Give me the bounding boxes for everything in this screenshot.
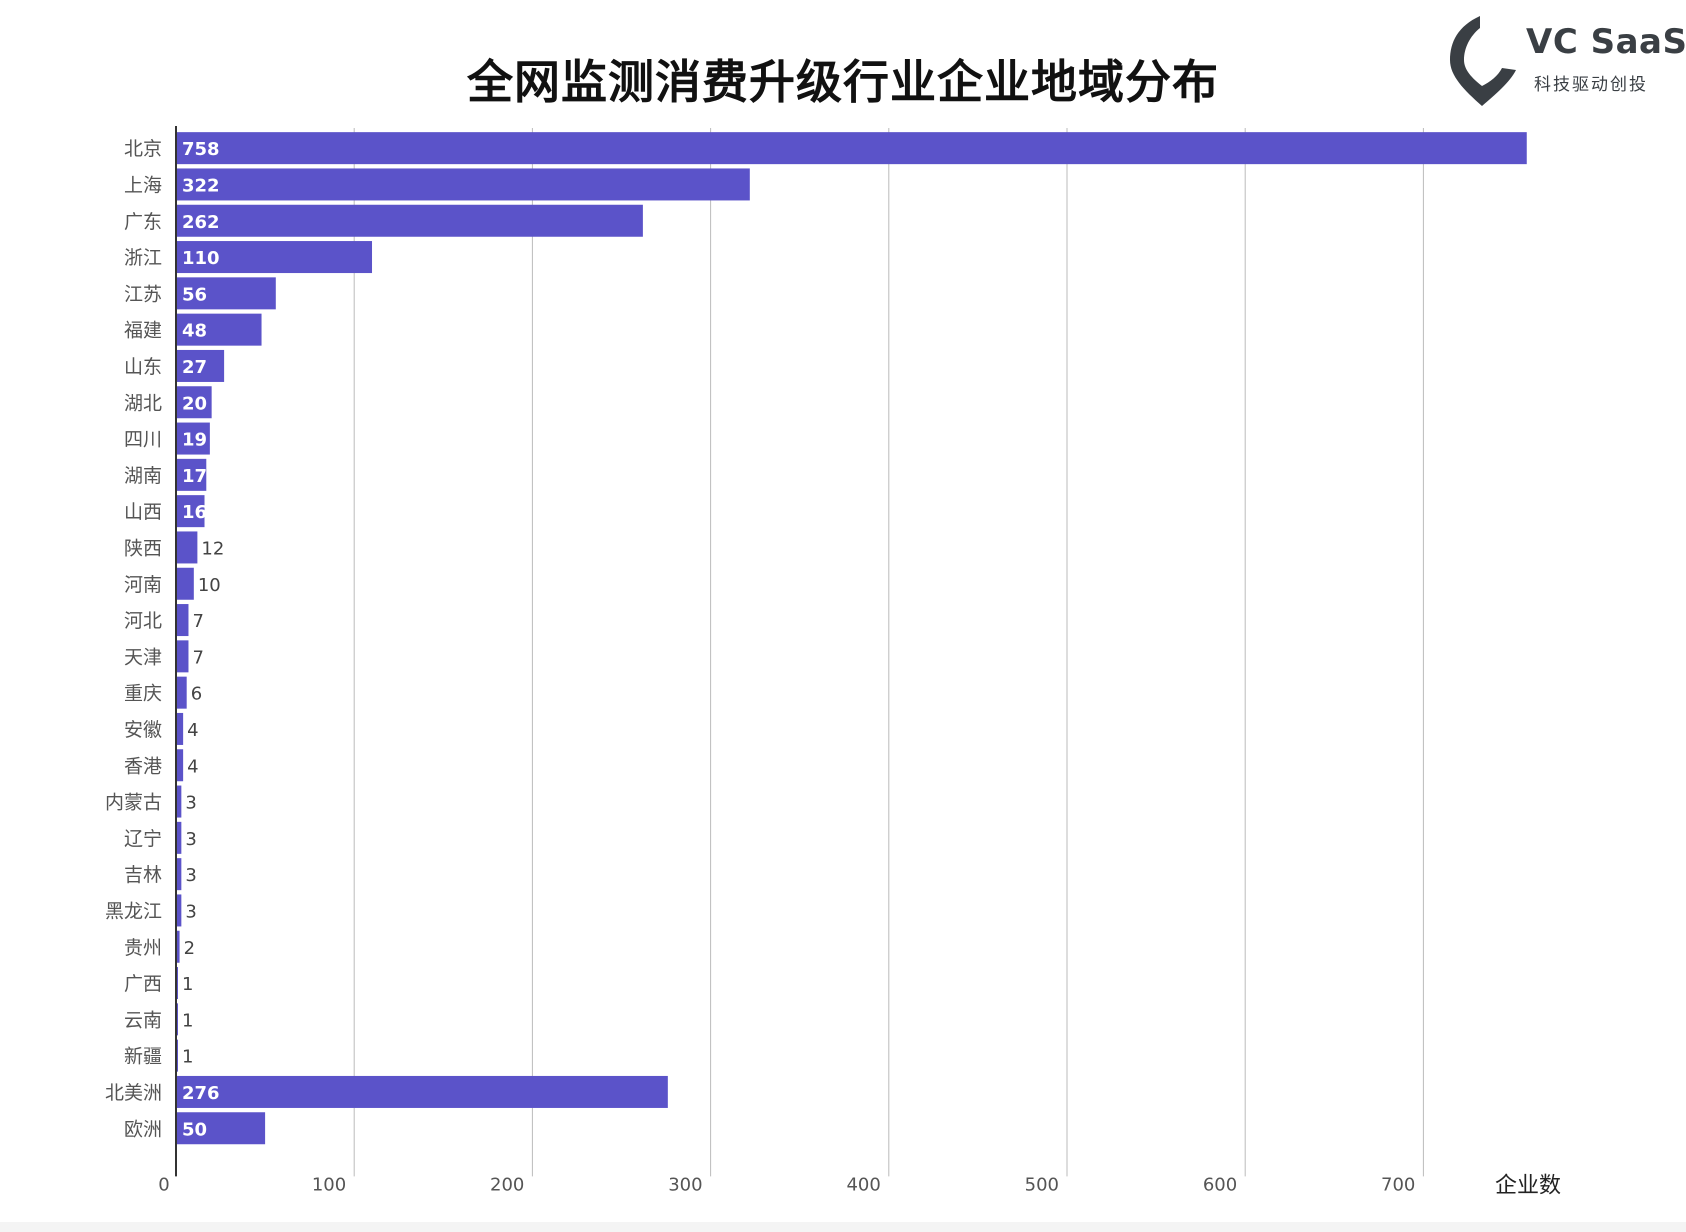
bar-湖南 <box>176 458 207 491</box>
category-label: 广西 <box>124 973 162 995</box>
bar-value-label: 322 <box>182 175 220 196</box>
brand-logo: VC SaaS 科技驱动创投 <box>1444 16 1686 108</box>
bar-上海 <box>176 168 750 201</box>
bar-贵州 <box>176 930 180 963</box>
category-label: 辽宁 <box>124 828 162 850</box>
bar-江苏 <box>176 277 276 310</box>
category-label: 天津 <box>124 646 162 668</box>
bar-value-label: 262 <box>182 212 220 233</box>
bar-重庆 <box>176 676 187 709</box>
x-tick-label: 100 <box>312 1174 346 1195</box>
bar-value-label: 50 <box>182 1119 207 1140</box>
category-label: 河南 <box>124 574 162 596</box>
bar-value-label: 1 <box>182 974 193 995</box>
bar-吉林 <box>176 858 182 891</box>
bar-value-label: 10 <box>198 575 221 596</box>
category-label: 北美洲 <box>105 1082 162 1104</box>
x-tick-label: 700 <box>1381 1174 1415 1195</box>
category-label: 山西 <box>124 501 162 523</box>
category-label: 新疆 <box>124 1046 162 1068</box>
category-label: 重庆 <box>124 683 162 705</box>
bar-value-label: 19 <box>182 430 207 451</box>
bar-value-label: 2 <box>184 938 195 959</box>
category-label: 上海 <box>124 174 162 196</box>
category-label: 云南 <box>124 1009 162 1031</box>
x-tick-label: 200 <box>490 1174 524 1195</box>
bar-value-label: 6 <box>191 684 202 705</box>
bar-湖北 <box>176 386 212 419</box>
category-label: 河北 <box>124 610 162 632</box>
bar-value-label: 3 <box>185 865 196 886</box>
bar-value-label: 7 <box>192 647 203 668</box>
bar-广东 <box>176 204 643 237</box>
bar-河北 <box>176 604 189 637</box>
x-tick-label: 400 <box>846 1174 880 1195</box>
bar-四川 <box>176 422 210 455</box>
bar-value-label: 3 <box>185 829 196 850</box>
category-label: 香港 <box>124 755 162 777</box>
x-tick-label: 0 <box>158 1174 169 1195</box>
category-label: 内蒙古 <box>105 792 162 814</box>
bar-value-label: 4 <box>187 720 198 741</box>
bar-value-label: 20 <box>182 393 207 414</box>
bar-浙江 <box>176 241 373 274</box>
category-label: 湖北 <box>124 392 162 414</box>
category-label: 黑龙江 <box>105 900 162 922</box>
bar-天津 <box>176 640 189 673</box>
bar-value-label: 27 <box>182 357 207 378</box>
bar-福建 <box>176 313 262 346</box>
bar-value-label: 7 <box>192 611 203 632</box>
bar-value-label: 1 <box>182 1047 193 1068</box>
category-label: 福建 <box>124 320 162 342</box>
category-label: 浙江 <box>124 247 162 269</box>
bar-安徽 <box>176 712 184 745</box>
bar-value-label: 16 <box>182 502 207 523</box>
x-tick-label: 300 <box>668 1174 702 1195</box>
bar-value-label: 3 <box>185 901 196 922</box>
vc-saas-logo-icon <box>1450 16 1516 106</box>
bar-山东 <box>176 349 225 382</box>
category-label: 欧洲 <box>124 1118 162 1140</box>
bar-辽宁 <box>176 821 182 854</box>
chart-title: 全网监测消费升级行业企业地域分布 <box>467 55 1219 109</box>
bottom-band <box>0 1222 1686 1232</box>
x-axis-label: 企业数 <box>1495 1173 1561 1198</box>
bar-山西 <box>176 495 205 528</box>
category-label: 贵州 <box>124 937 162 959</box>
bar-value-label: 3 <box>185 793 196 814</box>
logo-tagline: 科技驱动创投 <box>1534 75 1648 95</box>
category-label: 湖南 <box>124 465 162 487</box>
category-label: 陕西 <box>124 537 162 559</box>
bar-value-label: 48 <box>182 321 207 342</box>
bar-黑龙江 <box>176 894 182 927</box>
category-label: 江苏 <box>124 283 162 305</box>
category-label: 吉林 <box>124 864 162 886</box>
bar-value-label: 1 <box>182 1010 193 1031</box>
category-label: 山东 <box>124 356 162 378</box>
bar-value-label: 4 <box>187 756 198 777</box>
category-label: 安徽 <box>124 719 162 741</box>
logo-name: VC SaaS <box>1526 22 1686 62</box>
category-label: 北京 <box>124 138 162 160</box>
bar-北美洲 <box>176 1075 668 1108</box>
x-tick-label: 600 <box>1203 1174 1237 1195</box>
category-label: 广东 <box>124 211 162 233</box>
bar-value-label: 276 <box>182 1083 220 1104</box>
bar-value-label: 758 <box>182 139 220 160</box>
bar-内蒙古 <box>176 785 182 818</box>
bar-value-label: 17 <box>182 466 207 487</box>
bar-河南 <box>176 567 194 600</box>
bar-北京 <box>176 132 1527 165</box>
bar-欧洲 <box>176 1112 266 1145</box>
bar-value-label: 56 <box>182 284 207 305</box>
bar-香港 <box>176 749 184 782</box>
bar-value-label: 110 <box>182 248 220 269</box>
category-label: 四川 <box>124 429 162 451</box>
bar-value-label: 12 <box>201 538 224 559</box>
x-tick-label: 500 <box>1025 1174 1059 1195</box>
bar-陕西 <box>176 531 198 564</box>
